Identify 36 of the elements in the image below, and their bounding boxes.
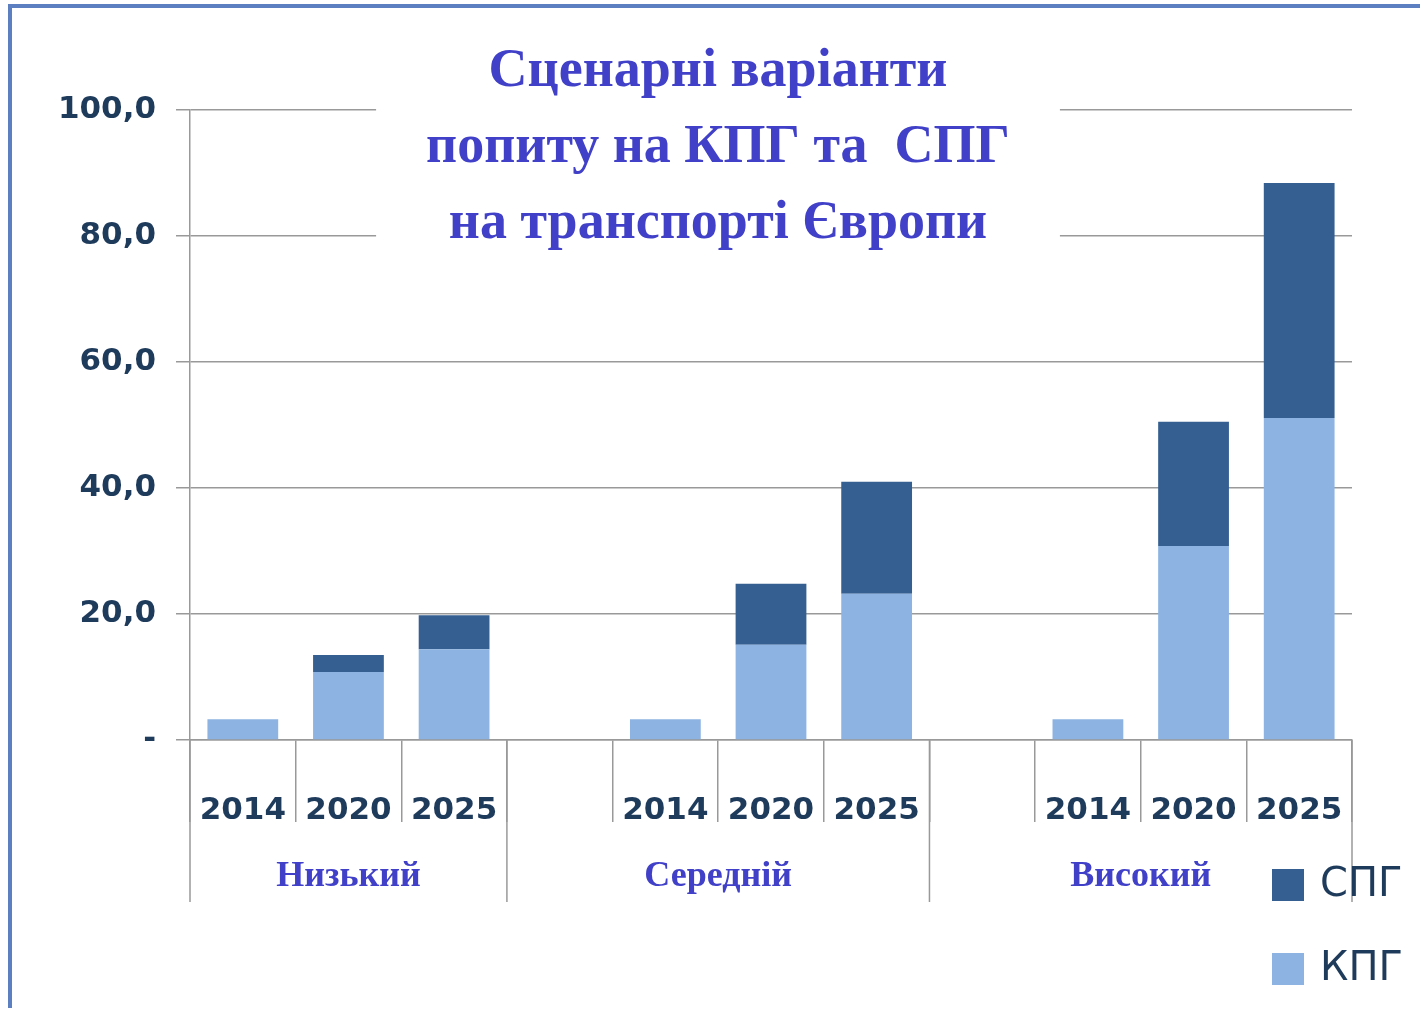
y-tick-label: 40,0: [79, 467, 156, 504]
text: Низький: [276, 854, 421, 895]
bar: [313, 654, 384, 672]
x-tick-label: 2020: [727, 789, 815, 826]
y-tick-label: 60,0: [79, 341, 156, 378]
bar: [418, 615, 490, 650]
bar: [629, 719, 701, 740]
x-tick-label: 2025: [410, 789, 498, 826]
bar: [841, 593, 913, 740]
legend-label: КПГ: [1320, 943, 1403, 990]
bar: [313, 671, 384, 740]
x-tick-label: 2025: [1256, 789, 1343, 826]
y-tick-label: 20,0: [79, 593, 156, 630]
x-tick-label: 2014: [1044, 789, 1132, 826]
x-tick-label: 2020: [1150, 789, 1237, 826]
bar: [1158, 421, 1229, 546]
bar: [1158, 545, 1229, 740]
x-tick-label: 2014: [199, 789, 286, 826]
bar: [735, 583, 807, 645]
x-tick-label: 2025: [833, 789, 920, 826]
bar: [207, 719, 279, 740]
bar: [1263, 418, 1335, 740]
y-tick-label: -: [143, 719, 156, 756]
bar: [735, 644, 807, 740]
legend-label: СПГ: [1320, 859, 1403, 906]
bar: [1263, 183, 1335, 419]
bar: [418, 649, 490, 740]
text: Середній: [644, 854, 792, 895]
y-tick-label: 80,0: [79, 215, 156, 252]
x-tick-label: 2020: [305, 789, 392, 826]
bar: [841, 481, 913, 594]
chart-title: Сценарні варіанти попиту на КПГ та СПГ на транспорті Європи: [426, 37, 1010, 250]
x-tick-label: 2014: [622, 789, 709, 826]
y-tick-label: 100,0: [57, 89, 156, 126]
bar: [1052, 719, 1124, 740]
text: Високий: [1070, 854, 1212, 895]
